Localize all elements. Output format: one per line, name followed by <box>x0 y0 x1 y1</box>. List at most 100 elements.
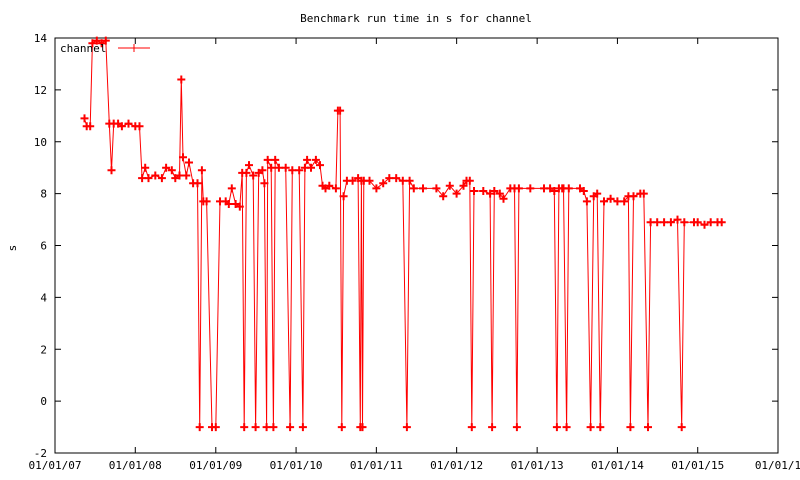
data-point <box>224 200 233 208</box>
data-point <box>379 179 388 188</box>
data-point <box>144 174 153 183</box>
data-point <box>700 220 709 229</box>
data-point <box>358 423 367 432</box>
data-point <box>157 174 166 183</box>
data-point <box>101 36 110 45</box>
data-point <box>459 181 468 190</box>
data-point <box>86 122 95 131</box>
data-point <box>274 163 283 172</box>
data-point <box>271 155 280 164</box>
x-tick-label: 01/01/15 <box>671 459 724 472</box>
data-point <box>419 184 427 193</box>
x-tick-label: 01/01/12 <box>430 459 483 472</box>
data-point <box>177 75 186 84</box>
data-point <box>316 161 324 170</box>
data-point <box>231 200 240 208</box>
data-point <box>579 187 588 195</box>
x-tick-label: 01/01/11 <box>350 459 403 472</box>
x-tick-label: 01/01/10 <box>270 459 323 472</box>
data-point <box>80 114 89 123</box>
data-point <box>490 187 499 195</box>
data-point <box>298 423 307 432</box>
data-point <box>465 176 474 185</box>
data-point <box>263 155 272 164</box>
data-point <box>202 197 211 206</box>
data-point <box>197 166 206 175</box>
data-point <box>88 39 97 48</box>
axis-ticks <box>54 37 779 454</box>
data-point <box>626 423 635 432</box>
data-point <box>281 163 290 172</box>
data-point <box>495 189 504 198</box>
data-point <box>562 423 571 432</box>
series-line-channel <box>84 39 722 428</box>
data-point <box>660 218 669 227</box>
x-tick-label: 01/01/07 <box>29 459 82 472</box>
data-point <box>666 218 675 227</box>
data-point <box>175 171 184 180</box>
data-point <box>620 197 629 206</box>
data-point <box>117 122 126 131</box>
x-tick-label: 01/01/14 <box>591 459 644 472</box>
y-tick-label: 12 <box>34 84 47 97</box>
x-tick-label: 01/01/13 <box>511 459 564 472</box>
data-point <box>717 218 726 227</box>
data-point <box>249 171 258 180</box>
legend-label-channel: channel <box>60 42 106 55</box>
y-axis-label: s <box>6 245 19 252</box>
data-point <box>185 158 193 167</box>
data-point <box>514 184 523 193</box>
data-point <box>235 202 244 211</box>
data-point <box>258 166 267 175</box>
x-tick-label: 01/01/09 <box>189 459 242 472</box>
data-point <box>179 153 187 162</box>
data-point <box>405 176 414 185</box>
data-point <box>331 184 340 193</box>
data-point <box>92 36 101 45</box>
data-point <box>564 184 573 193</box>
data-point <box>171 174 180 183</box>
chart-title: Benchmark run time in s for channel <box>300 12 532 25</box>
data-point <box>550 187 559 195</box>
data-point <box>586 423 595 432</box>
data-point <box>303 155 312 164</box>
data-point <box>398 176 407 185</box>
data-point <box>135 122 144 131</box>
data-point <box>385 174 394 183</box>
data-point <box>307 163 315 172</box>
data-point <box>629 192 638 201</box>
data-point <box>402 423 411 432</box>
data-point <box>151 171 160 180</box>
data-point <box>467 423 476 432</box>
data-point <box>295 166 304 175</box>
tick-labels: -2 0 2 4 6 8 10 12 14 01/01/07 01/01/08 01/01/09 01/… <box>29 32 800 472</box>
data-point <box>546 184 555 193</box>
data-point <box>162 163 171 172</box>
y-tick-label: -2 <box>34 447 47 460</box>
data-point <box>479 187 488 195</box>
data-point <box>486 189 495 198</box>
data-point <box>673 215 682 224</box>
data-point <box>452 189 461 198</box>
data-point <box>499 194 508 203</box>
data-point <box>227 184 236 193</box>
data-point <box>372 184 381 193</box>
data-point <box>286 423 295 432</box>
data-point <box>613 197 622 206</box>
data-point <box>141 163 150 172</box>
data-point <box>639 189 648 198</box>
y-tick-label: 14 <box>34 32 48 45</box>
y-tick-label: 4 <box>40 291 47 304</box>
data-point <box>260 179 269 188</box>
data-point <box>337 423 346 432</box>
data-point <box>182 171 191 180</box>
x-tick-label: 01/01/08 <box>109 459 162 472</box>
y-tick-label: 0 <box>40 395 47 408</box>
y-tick-label: 10 <box>34 136 47 149</box>
data-point <box>124 119 133 128</box>
data-point <box>267 163 276 172</box>
data-point <box>392 174 401 183</box>
data-point <box>606 194 615 203</box>
legend-marker-channel <box>130 44 138 52</box>
